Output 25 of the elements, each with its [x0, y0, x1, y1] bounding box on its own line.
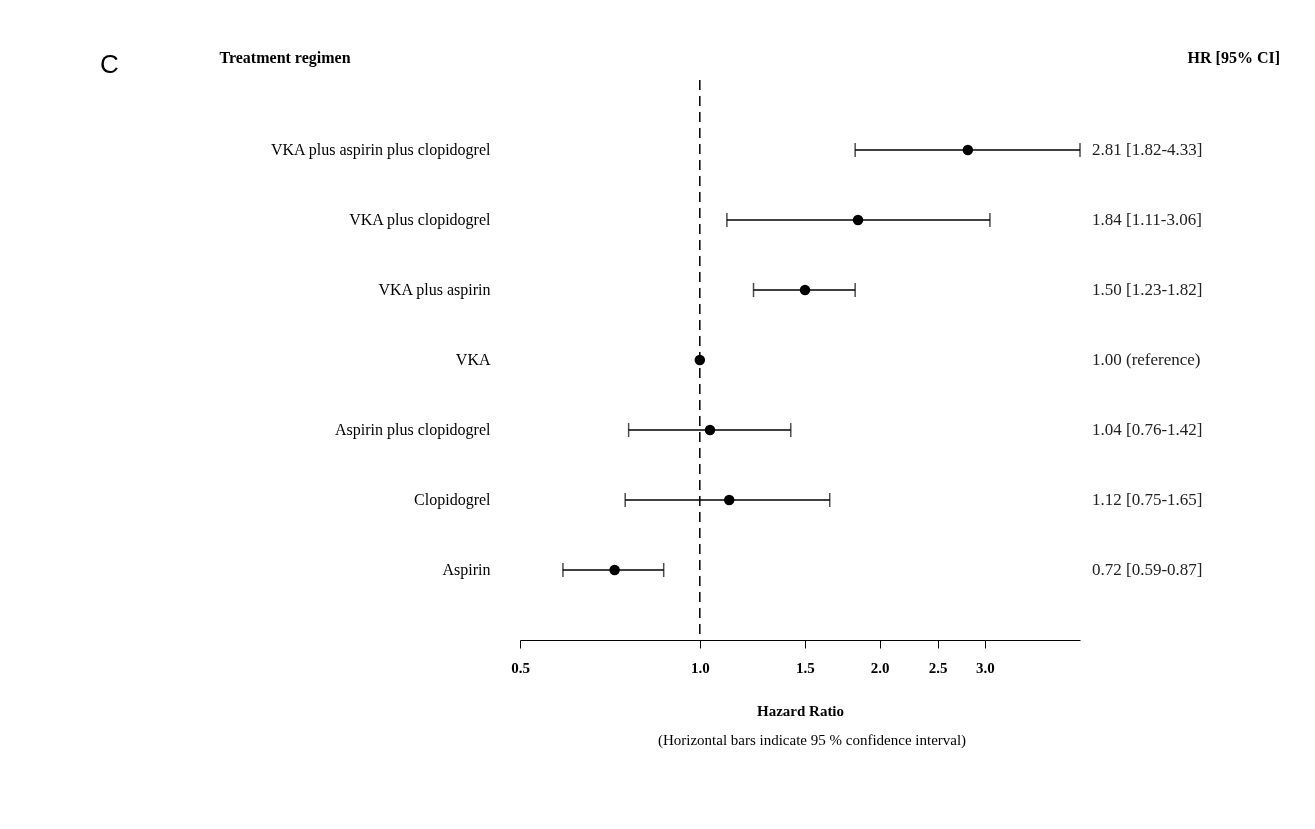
x-tick-label: 0.5: [511, 659, 530, 676]
x-tick-label: 1.5: [796, 659, 815, 676]
y-tick-label: VKA: [455, 351, 491, 368]
x-tick-label: 2.0: [870, 659, 890, 676]
x-tick-label: 1.0: [690, 659, 710, 676]
x-tick-label: 3.0: [975, 659, 995, 676]
y-tick-label: Aspirin: [442, 561, 491, 579]
y-tick-label: VKA plus aspirin plus clopidogrel: [270, 141, 492, 159]
text: C: [100, 49, 119, 79]
data-label: 1.12 [0.75-1.65]: [1092, 490, 1203, 509]
y-tick-label: VKA plus clopidogrel: [349, 211, 492, 229]
data-label: 1.04 [0.76-1.42]: [1092, 420, 1203, 439]
text: (Horizontal bars indicate 95 % confidence interval): [657, 732, 967, 749]
data-label: 1.84 [1.11-3.06]: [1092, 210, 1202, 229]
data-label: 1.00 (reference): [1092, 350, 1201, 369]
y-tick-label: VKA plus aspirin: [378, 281, 491, 299]
y-tick-label: Clopidogrel: [414, 491, 492, 509]
x-axis-title: Hazard Ratio: [756, 702, 845, 719]
text: HR [95% CI]: [1187, 49, 1280, 66]
data-label: 0.72 [0.59-0.87]: [1092, 560, 1203, 579]
y-tick-label: Aspirin plus clopidogrel: [334, 421, 492, 439]
data-label: 1.50 [1.23-1.82]: [1092, 280, 1203, 299]
data-label: 2.81 [1.82-4.33]: [1092, 140, 1203, 159]
y-axis-title: Treatment regimen: [219, 49, 351, 67]
x-tick-label: 2.5: [928, 659, 948, 676]
